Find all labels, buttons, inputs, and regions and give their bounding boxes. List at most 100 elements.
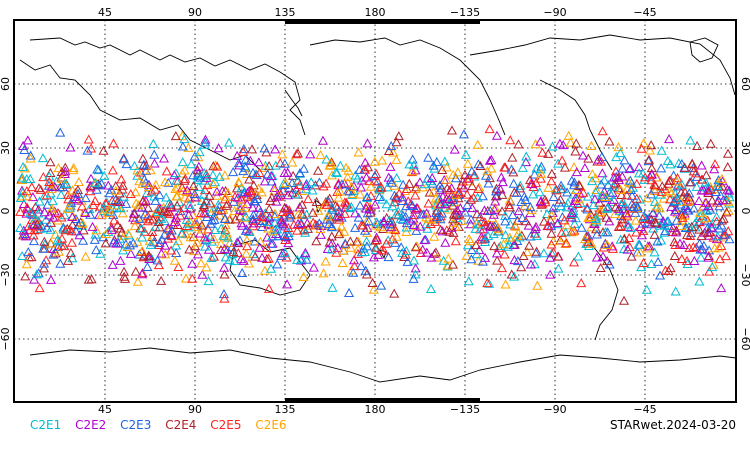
- observation-marker: [150, 179, 161, 189]
- observation-marker: [548, 191, 559, 202]
- observation-marker: [423, 214, 434, 224]
- observation-marker: [652, 256, 664, 266]
- observation-marker: [430, 216, 441, 226]
- observation-marker: [560, 238, 571, 248]
- observation-marker: [233, 158, 244, 168]
- observation-marker: [189, 188, 200, 199]
- observation-marker: [660, 184, 671, 194]
- observation-marker: [166, 225, 177, 235]
- observation-marker: [350, 222, 361, 232]
- observation-marker: [720, 251, 732, 261]
- observation-marker: [129, 160, 140, 170]
- observation-marker: [479, 233, 490, 244]
- observation-marker: [678, 239, 689, 249]
- observation-marker: [224, 237, 235, 248]
- observation-marker: [617, 163, 628, 173]
- observation-marker: [63, 255, 74, 265]
- observation-marker: [94, 180, 105, 190]
- observation-marker: [140, 209, 151, 219]
- observation-marker: [192, 237, 203, 247]
- observation-marker: [446, 125, 458, 135]
- observation-marker: [99, 170, 110, 180]
- observation-marker: [345, 242, 356, 252]
- observation-marker: [698, 240, 709, 250]
- observation-marker: [649, 229, 660, 239]
- observation-marker: [306, 177, 317, 187]
- observation-marker: [509, 271, 520, 281]
- observation-marker: [37, 153, 49, 163]
- observation-marker: [677, 215, 688, 226]
- observation-marker: [529, 169, 540, 179]
- observation-marker: [596, 151, 608, 161]
- observation-marker: [649, 217, 660, 227]
- observation-marker: [467, 203, 478, 213]
- observation-marker: [72, 184, 83, 194]
- observation-marker: [102, 207, 114, 217]
- observation-marker: [707, 195, 718, 205]
- observation-marker: [543, 148, 554, 158]
- observation-marker: [354, 200, 366, 210]
- observation-marker: [690, 222, 701, 232]
- observation-marker: [153, 239, 164, 250]
- bottom-lon-tick-label: −135: [450, 403, 480, 416]
- observation-marker: [85, 186, 96, 196]
- observation-marker: [291, 184, 302, 194]
- observation-marker: [483, 178, 494, 188]
- observation-marker: [149, 158, 160, 168]
- observation-marker: [684, 177, 695, 187]
- observation-marker: [277, 149, 288, 159]
- observation-marker: [205, 198, 216, 208]
- observation-marker: [246, 189, 257, 199]
- observation-marker: [159, 240, 171, 250]
- observation-marker: [513, 206, 524, 216]
- observation-marker: [129, 221, 140, 231]
- observation-marker: [214, 171, 225, 181]
- observation-marker: [165, 199, 176, 209]
- observation-marker: [265, 263, 277, 273]
- right-latitude-labels: 60 30 0 −30 −60: [739, 77, 750, 351]
- observation-marker: [370, 220, 381, 230]
- observation-marker: [388, 147, 399, 157]
- observation-marker: [138, 159, 149, 169]
- observation-marker: [21, 259, 32, 269]
- observation-marker: [143, 179, 154, 189]
- observation-marker: [300, 247, 311, 257]
- observation-marker: [450, 236, 461, 246]
- observation-marker: [649, 179, 660, 189]
- observation-marker: [470, 240, 482, 250]
- observation-marker: [280, 177, 291, 188]
- observation-marker: [348, 181, 359, 191]
- observation-marker: [38, 258, 50, 268]
- observation-marker: [283, 238, 294, 248]
- observation-marker: [622, 211, 633, 221]
- observation-marker: [676, 209, 687, 220]
- observation-marker: [83, 134, 94, 144]
- observation-marker: [350, 208, 361, 218]
- observation-marker: [508, 239, 519, 249]
- observation-marker: [253, 157, 264, 167]
- observation-marker: [305, 149, 316, 159]
- observation-marker: [700, 213, 711, 223]
- observation-marker: [106, 222, 117, 232]
- top-lon-tick-label: −90: [543, 6, 566, 19]
- observation-marker: [484, 155, 496, 165]
- observation-marker: [241, 235, 252, 245]
- observation-marker: [156, 213, 167, 223]
- observation-marker: [107, 165, 118, 175]
- observation-marker: [383, 251, 394, 262]
- observation-marker: [676, 179, 687, 189]
- observation-marker: [361, 236, 372, 246]
- observation-marker: [693, 195, 705, 205]
- observation-marker: [442, 183, 453, 193]
- observation-marker: [272, 259, 283, 269]
- observation-marker: [688, 203, 699, 213]
- observation-marker: [602, 239, 613, 250]
- observation-marker: [365, 181, 376, 191]
- observation-marker: [348, 267, 359, 277]
- observation-marker: [257, 252, 268, 262]
- observation-marker: [45, 274, 57, 284]
- observation-marker: [66, 237, 78, 247]
- observation-marker: [431, 207, 442, 217]
- observation-marker: [556, 227, 567, 237]
- observation-marker: [531, 163, 542, 173]
